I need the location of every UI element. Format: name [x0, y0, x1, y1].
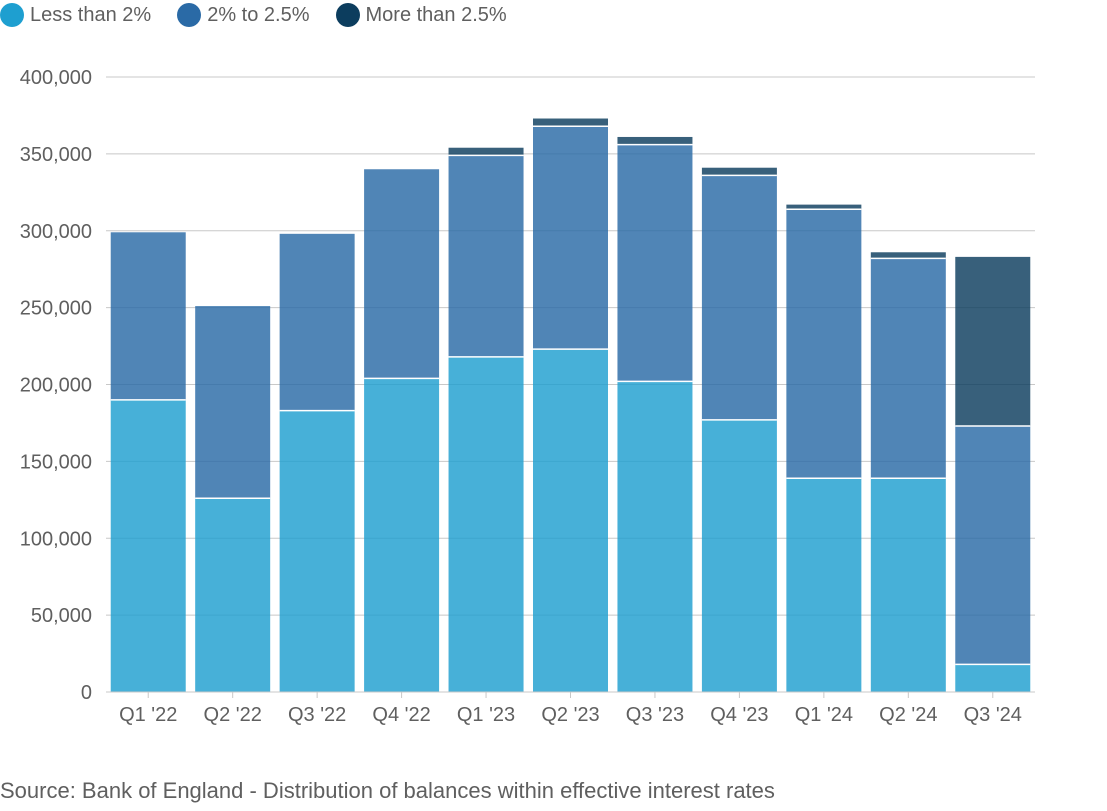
- legend-dot-more-than-2-5: [335, 3, 360, 27]
- legend-label-2-to-2-5: 2% to 2.5%: [207, 3, 310, 26]
- bar-2-to-2-5-q1-24[interactable]: [786, 209, 862, 479]
- x-tick-label: Q2 '23: [541, 704, 599, 726]
- y-tick-label: 150,000: [20, 451, 92, 473]
- bar-2-to-2-5-q1-23[interactable]: [448, 155, 524, 357]
- x-tick-label: Q3 '23: [626, 704, 684, 726]
- bar-less-than-2-q1-23[interactable]: [448, 356, 524, 692]
- y-tick-label: 200,000: [20, 375, 92, 397]
- x-tick-label: Q2 '22: [204, 704, 262, 726]
- bar-more-than-2-5-q4-23[interactable]: [701, 167, 777, 176]
- x-tick-label: Q2 '24: [879, 704, 937, 726]
- bar-less-than-2-q3-24[interactable]: [955, 664, 1031, 692]
- bar-less-than-2-q2-22[interactable]: [195, 498, 271, 692]
- x-tick-label: Q3 '22: [288, 704, 346, 726]
- y-tick-label: 350,000: [20, 144, 92, 166]
- bar-less-than-2-q4-22[interactable]: [364, 378, 440, 692]
- bar-less-than-2-q2-23[interactable]: [533, 349, 608, 692]
- legend-item-2-to-2-5[interactable]: 2% to 2.5%: [177, 3, 310, 27]
- bar-2-to-2-5-q2-24[interactable]: [870, 258, 946, 479]
- bar-less-than-2-q3-23[interactable]: [617, 381, 693, 692]
- y-tick-label: 0: [81, 682, 92, 704]
- bar-less-than-2-q2-24[interactable]: [870, 478, 946, 692]
- bar-2-to-2-5-q2-22[interactable]: [195, 306, 271, 499]
- x-tick-label: Q1 '23: [457, 704, 515, 726]
- bar-2-to-2-5-q1-22[interactable]: [110, 232, 186, 400]
- x-tick-label: Q1 '24: [795, 704, 853, 726]
- x-tick-label: Q4 '22: [372, 704, 430, 726]
- legend-dot-less-than-2: [0, 3, 24, 27]
- bar-more-than-2-5-q3-24[interactable]: [955, 256, 1031, 427]
- bar-more-than-2-5-q2-24[interactable]: [870, 252, 946, 259]
- y-axis-ticks: 0 50,000 100,000 150,000 200,000 250,000 300,0…: [20, 67, 92, 704]
- bar-2-to-2-5-q3-23[interactable]: [617, 144, 693, 382]
- legend-label-less-than-2: Less than 2%: [30, 3, 152, 26]
- y-tick-label: 50,000: [31, 605, 92, 627]
- x-tick-label: Q1 '22: [119, 704, 177, 726]
- legend-label-more-than-2-5: More than 2.5%: [365, 3, 507, 26]
- bar-more-than-2-5-q3-23[interactable]: [617, 136, 693, 145]
- bar-2-to-2-5-q3-24[interactable]: [955, 426, 1031, 665]
- y-tick-label: 400,000: [20, 67, 92, 89]
- bar-less-than-2-q4-23[interactable]: [701, 419, 777, 692]
- bar-less-than-2-q1-24[interactable]: [786, 478, 862, 692]
- legend: Less than 2% 2% to 2.5% More than 2.5%: [0, 2, 533, 28]
- bar-2-to-2-5-q4-22[interactable]: [364, 169, 440, 379]
- bar-2-to-2-5-q4-23[interactable]: [701, 175, 777, 420]
- legend-item-more-than-2-5[interactable]: More than 2.5%: [335, 3, 507, 27]
- legend-dot-2-to-2-5: [177, 3, 202, 27]
- bar-2-to-2-5-q3-22[interactable]: [279, 233, 355, 411]
- bar-more-than-2-5-q1-23[interactable]: [448, 147, 524, 156]
- x-axis-ticks: Q1 '22 Q2 '22 Q3 '22 Q4 '22 Q1 '23 Q2 '23 Q3 '…: [119, 692, 1022, 726]
- y-tick-label: 250,000: [20, 298, 92, 320]
- bar-less-than-2-q3-22[interactable]: [279, 410, 355, 692]
- bar-2-to-2-5-q2-23[interactable]: [533, 126, 608, 350]
- x-tick-label: Q4 '23: [710, 704, 768, 726]
- bar-more-than-2-5-q1-24[interactable]: [786, 204, 862, 210]
- legend-item-less-than-2[interactable]: Less than 2%: [0, 3, 151, 27]
- source-note: Source: Bank of England - Distribution o…: [0, 778, 775, 803]
- y-tick-label: 100,000: [20, 528, 92, 550]
- x-tick-label: Q3 '24: [964, 704, 1022, 726]
- chart: 0 50,000 100,000 150,000 200,000 250,000 300,0…: [20, 67, 1035, 726]
- bar-more-than-2-5-q2-23[interactable]: [533, 118, 608, 127]
- y-tick-label: 300,000: [20, 221, 92, 243]
- bars: [110, 118, 1031, 692]
- bar-less-than-2-q1-22[interactable]: [110, 399, 186, 692]
